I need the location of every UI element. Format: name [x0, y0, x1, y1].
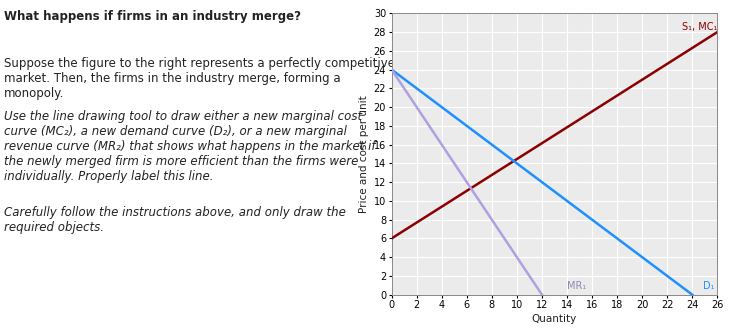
Text: Use the line drawing tool to draw either a new marginal cost
curve (MC₂), a new : Use the line drawing tool to draw either… [4, 110, 376, 183]
Text: S₁, MC₁: S₁, MC₁ [682, 22, 717, 32]
Text: Suppose the figure to the right represents a perfectly competitive
market. Then,: Suppose the figure to the right represen… [4, 57, 395, 100]
Text: MR₁: MR₁ [567, 281, 586, 291]
Y-axis label: Price and cost per unit: Price and cost per unit [359, 95, 370, 213]
Text: What happens if firms in an industry merge?: What happens if firms in an industry mer… [4, 10, 301, 23]
X-axis label: Quantity: Quantity [532, 314, 577, 324]
Text: Carefully follow the instructions above, and only draw the
required objects.: Carefully follow the instructions above,… [4, 206, 346, 234]
Text: D₁: D₁ [703, 281, 715, 291]
